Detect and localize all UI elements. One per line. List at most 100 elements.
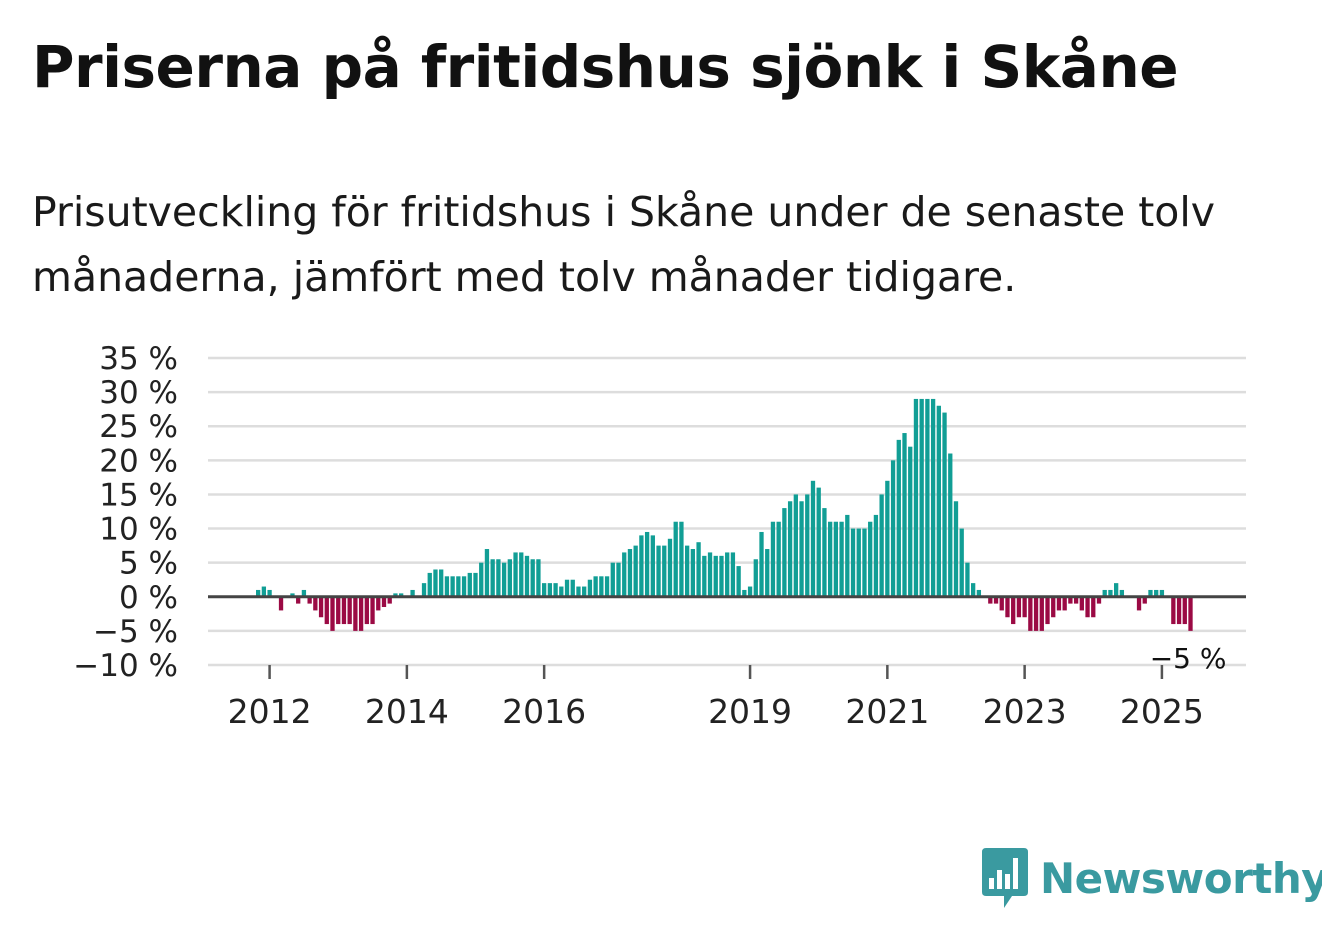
bar (582, 586, 587, 597)
bar (336, 596, 341, 625)
bar (1148, 589, 1153, 597)
bar (902, 433, 907, 597)
bar (690, 549, 696, 597)
bar (1068, 596, 1073, 604)
bar (1159, 589, 1165, 597)
bar (347, 596, 352, 625)
y-tick-label: 15 % (99, 477, 178, 513)
bar (622, 552, 627, 597)
bar (1022, 596, 1027, 618)
bars (256, 398, 1193, 631)
bar (381, 596, 387, 608)
bar (667, 538, 673, 597)
x-tick-label: 2021 (845, 692, 929, 730)
newsworthy-logo: Newsworthy (980, 846, 1322, 910)
x-axis: 2012 2014 2016 2019 2021 2023 2025 (228, 665, 1204, 730)
x-tick-label: 2016 (502, 692, 586, 730)
bar (376, 596, 381, 611)
bar (793, 494, 798, 597)
bar (1119, 589, 1125, 597)
bar (753, 559, 758, 597)
x-tick-label: 2014 (365, 692, 449, 730)
bar (530, 559, 535, 597)
x-tick-label: 2023 (983, 692, 1067, 730)
bar (519, 552, 524, 597)
y-tick-label: 20 % (99, 443, 178, 479)
bar (1182, 596, 1187, 625)
bar (353, 596, 358, 631)
bar (856, 528, 861, 597)
x-tick-label: 2012 (228, 692, 312, 730)
bar (290, 593, 295, 597)
bar (833, 521, 839, 597)
bar (330, 596, 335, 631)
bar (301, 589, 307, 597)
bar (1114, 583, 1119, 597)
bar (393, 593, 398, 597)
bar (1171, 596, 1176, 625)
bar (839, 521, 844, 597)
bar (1188, 596, 1193, 631)
y-tick-label: 0 % (119, 580, 178, 616)
bar (650, 535, 655, 597)
bar (713, 555, 718, 597)
y-tick-label: −10 % (73, 648, 178, 684)
bar (461, 576, 467, 597)
gridlines (208, 356, 1246, 667)
bar (925, 398, 930, 597)
x-tick-label: 2025 (1120, 692, 1204, 730)
bar (421, 583, 427, 597)
chart-title: Priserna på fritidshus sjönk i Skåne (32, 33, 1179, 101)
bar (673, 521, 678, 597)
bar (999, 596, 1004, 611)
bar (747, 586, 753, 597)
bar-chart: 35 %30 %25 %20 %15 %10 %5 %0 %−5 %−10 % … (73, 341, 1246, 730)
bar (570, 579, 575, 597)
bar (719, 555, 724, 597)
bar (433, 569, 438, 597)
bar (1056, 596, 1062, 611)
bar (564, 579, 570, 597)
y-axis: 35 %30 %25 %20 %15 %10 %5 %0 %−5 %−10 % (73, 341, 178, 684)
bar (1033, 596, 1039, 631)
bar (644, 531, 650, 597)
chart-subtitle: Prisutveckling för fritidshus i Skåne un… (32, 188, 1216, 301)
bar (1079, 596, 1084, 611)
y-tick-label: 25 % (99, 409, 178, 445)
bar (707, 552, 713, 597)
bar (456, 576, 461, 597)
bar (850, 528, 856, 597)
bar (1085, 596, 1090, 618)
newsworthy-logo-icon (982, 848, 1028, 908)
bar (599, 576, 604, 597)
bar (873, 514, 879, 597)
bar (896, 439, 901, 597)
bar (639, 535, 644, 597)
bar (662, 545, 667, 597)
bar (696, 542, 701, 597)
bar (1154, 589, 1159, 597)
bar (1073, 596, 1079, 604)
bar (427, 572, 432, 597)
bar (702, 555, 707, 597)
bar (965, 562, 970, 597)
bar (473, 572, 478, 597)
bar (542, 583, 547, 597)
bar (547, 583, 553, 597)
bar (267, 589, 272, 597)
bar (976, 589, 982, 597)
bar (1005, 596, 1010, 618)
bar (959, 528, 964, 597)
bar (324, 596, 329, 625)
bar (725, 552, 730, 597)
bar (524, 555, 530, 597)
bar (919, 398, 924, 597)
bar (576, 586, 581, 597)
last-value-label: −5 % (1150, 642, 1227, 675)
bar (467, 572, 472, 597)
bar (484, 549, 490, 597)
annotations: −5 % (1150, 642, 1227, 675)
bar (862, 528, 867, 597)
bar (1028, 596, 1033, 631)
bar (993, 596, 999, 604)
